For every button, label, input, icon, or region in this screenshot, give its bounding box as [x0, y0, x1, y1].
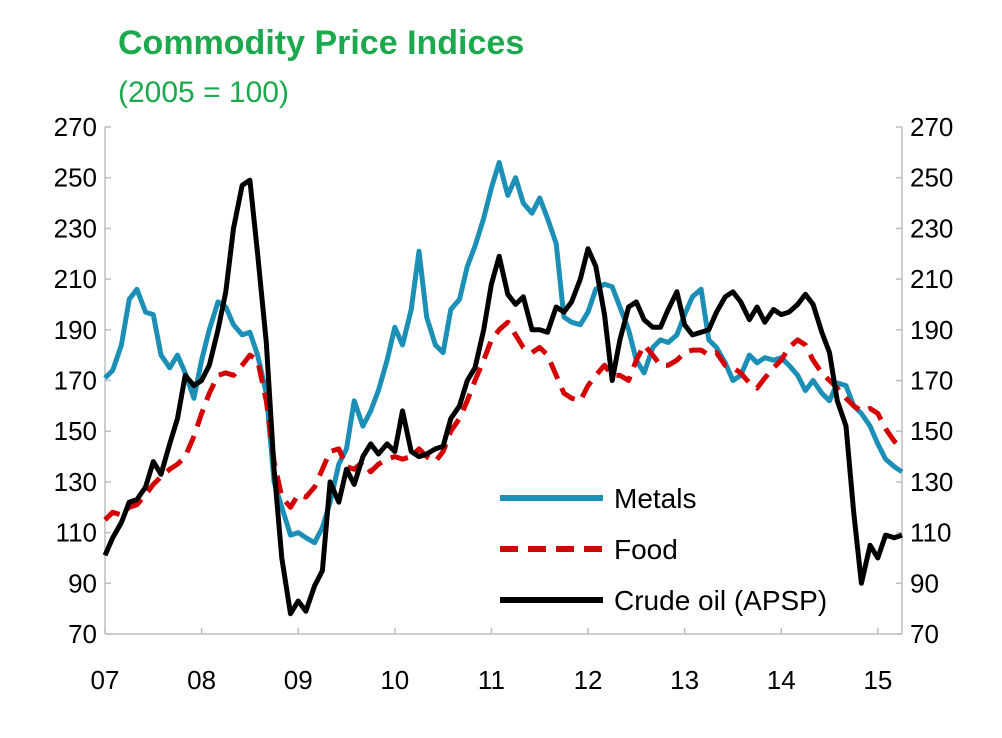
- chart-title: Commodity Price Indices: [118, 24, 525, 62]
- x-tick-label: 15: [863, 665, 892, 695]
- x-tick-label: 14: [767, 665, 796, 695]
- y-tick-label-right: 170: [910, 366, 953, 396]
- x-tick-label: 10: [380, 665, 409, 695]
- y-tick-label-left: 270: [54, 112, 97, 142]
- y-tick-label-left: 90: [68, 568, 97, 598]
- x-tick-label: 13: [670, 665, 699, 695]
- x-tick-label: 11: [478, 665, 505, 695]
- y-tick-label-left: 230: [54, 213, 97, 243]
- y-tick-label-right: 250: [910, 163, 953, 193]
- legend-label-food: Food: [614, 534, 678, 565]
- y-tick-label-right: 70: [910, 619, 939, 649]
- y-tick-label-left: 170: [54, 366, 97, 396]
- y-tick-label-right: 150: [910, 416, 953, 446]
- y-tick-label-left: 70: [68, 619, 97, 649]
- y-tick-label-right: 130: [910, 467, 953, 497]
- y-tick-label-left: 210: [54, 264, 97, 294]
- y-tick-label-left: 190: [54, 315, 97, 345]
- chart-series-layer: [102, 160, 904, 617]
- x-tick-label: 07: [91, 665, 120, 695]
- series-line-metals: [103, 160, 904, 546]
- x-tick-label: 12: [574, 665, 603, 695]
- y-tick-label-left: 150: [54, 416, 97, 446]
- chart-subtitle: (2005 = 100): [118, 76, 289, 109]
- y-tick-label-right: 270: [910, 112, 953, 142]
- y-tick-label-right: 110: [910, 518, 951, 548]
- y-tick-label-right: 90: [910, 568, 939, 598]
- series-line-crude-oil-apsp: [102, 177, 903, 617]
- series-line-food: [103, 319, 904, 522]
- y-tick-label-left: 250: [54, 163, 97, 193]
- y-tick-label-right: 210: [910, 264, 953, 294]
- legend-label-crude-oil-apsp: Crude oil (APSP): [614, 585, 827, 616]
- chart-axes: 70 70 90 90 110 110 130 130 150 150 170 170 190 190 21…: [54, 112, 954, 695]
- y-tick-label-right: 230: [910, 213, 953, 243]
- y-tick-label-right: 190: [910, 315, 953, 345]
- legend-label-metals: Metals: [614, 483, 696, 514]
- chart-legend: Metals Food Crude oil (APSP): [500, 483, 827, 616]
- y-tick-label-left: 130: [54, 467, 97, 497]
- x-tick-label: 09: [284, 665, 313, 695]
- x-tick-label: 08: [187, 665, 216, 695]
- y-tick-label-left: 110: [56, 518, 97, 548]
